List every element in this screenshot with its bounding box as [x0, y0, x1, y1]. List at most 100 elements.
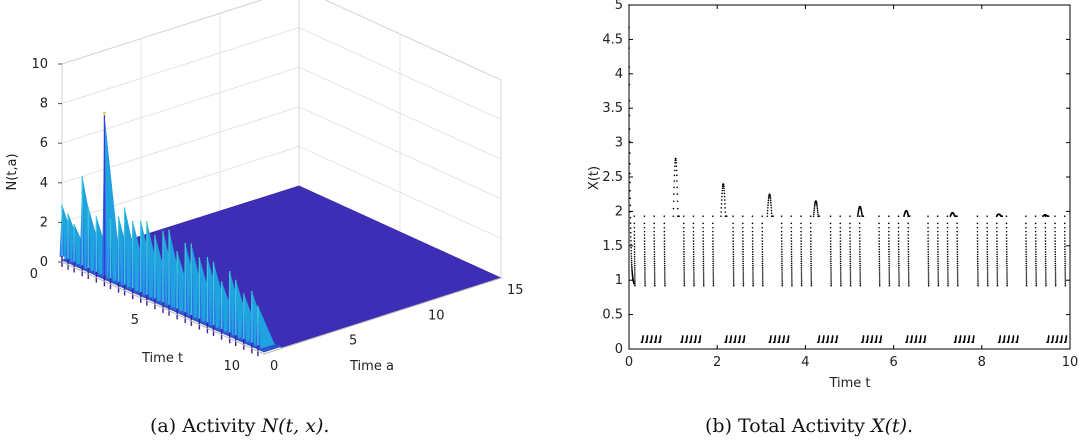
upper-branch-point: [996, 267, 999, 269]
upper-branch-point: [840, 279, 842, 281]
upper-branch-point: [761, 215, 763, 218]
upper-branch-point: [946, 240, 949, 242]
lower-branch-point: [1055, 341, 1057, 343]
upper-branch-point: [702, 267, 705, 269]
upper-branch-point: [732, 264, 735, 267]
upper-branch-point: [859, 267, 861, 269]
upper-branch-point: [887, 222, 890, 225]
decay-point: [629, 181, 631, 184]
decay-point: [628, 26, 630, 29]
upper-branch-point: [1064, 264, 1066, 267]
upper-branch-point: [791, 283, 793, 285]
lower-branch-point: [909, 341, 912, 343]
upper-branch-point: [878, 260, 881, 263]
lower-branch-point: [831, 335, 834, 337]
upper-branch-point: [1044, 222, 1047, 225]
upper-branch-point: [1005, 222, 1008, 225]
upper-branch-point: [800, 243, 802, 245]
upper-branch-point: [1025, 243, 1027, 245]
upper-branch-point: [839, 234, 842, 236]
upper-branch-point: [781, 283, 784, 285]
upper-branch-point: [849, 240, 851, 242]
hump-point: [812, 215, 815, 218]
lower-branch-point: [924, 335, 927, 337]
hump-point: [672, 200, 675, 203]
upper-branch-point: [781, 253, 783, 256]
upper-branch-point: [888, 240, 890, 242]
upper-branch-point: [653, 230, 656, 233]
upper-branch-point: [752, 279, 754, 281]
upper-branch-point: [937, 255, 939, 258]
upper-branch-point: [996, 222, 998, 225]
upper-branch-point: [702, 240, 705, 242]
hump-point: [816, 211, 819, 214]
upper-branch-point: [976, 260, 979, 263]
upper-branch-point: [692, 240, 695, 242]
upper-branch-point: [742, 279, 745, 281]
upper-branch-point: [692, 260, 695, 263]
upper-branch-point: [1064, 277, 1067, 279]
upper-branch-point: [956, 230, 958, 233]
upper-branch-point: [752, 258, 754, 260]
upper-branch-point: [888, 277, 891, 279]
upper-branch-point: [702, 222, 704, 225]
upper-branch-point: [1025, 248, 1027, 251]
upper-branch-point: [878, 234, 880, 236]
upper-branch-point: [839, 269, 842, 271]
upper-branch-point: [643, 260, 646, 263]
upper-branch-point: [849, 251, 851, 253]
upper-branch-point: [810, 277, 813, 279]
upper-branch-point: [830, 262, 832, 265]
upper-branch-point: [986, 273, 989, 275]
upper-branch-point: [751, 222, 754, 225]
upper-branch-point: [849, 245, 851, 248]
upper-branch-point: [1054, 258, 1057, 260]
upper-branch-point: [839, 251, 842, 253]
upper-branch-point: [643, 237, 646, 239]
upper-branch-point: [878, 243, 881, 245]
upper-branch-point: [683, 240, 685, 242]
lower-branch-point: [834, 341, 837, 343]
upper-branch-point: [937, 253, 939, 256]
upper-branch-point: [956, 255, 959, 258]
upper-branch-point: [996, 281, 999, 283]
upper-branch-point: [829, 230, 832, 233]
upper-branch-point: [761, 262, 764, 265]
a-tick-label: 10: [428, 308, 445, 323]
upper-branch-point: [927, 262, 930, 265]
upper-branch-point: [986, 253, 989, 256]
upper-branch-point: [898, 264, 900, 267]
upper-branch-point: [946, 226, 949, 229]
upper-branch-point: [633, 243, 636, 245]
upper-branch-point: [888, 275, 891, 277]
upper-branch-point: [809, 215, 812, 218]
upper-branch-point: [839, 243, 842, 245]
upper-branch-point: [996, 237, 998, 239]
upper-branch-point: [1035, 267, 1037, 269]
upper-branch-point: [937, 262, 939, 265]
lower-branch-point: [690, 335, 693, 337]
upper-branch-point: [858, 222, 861, 225]
upper-branch-point: [946, 258, 949, 260]
upper-branch-point: [937, 279, 940, 281]
upper-branch-point: [653, 253, 656, 256]
upper-branch-point: [907, 275, 910, 277]
upper-branch-point: [907, 240, 910, 242]
upper-branch-point: [741, 215, 744, 218]
upper-branch-point: [781, 275, 783, 277]
upper-branch-point: [849, 283, 852, 285]
upper-branch-point: [790, 222, 793, 225]
upper-branch-point: [781, 248, 783, 251]
upper-branch-point: [1005, 237, 1008, 239]
upper-branch-point: [1035, 279, 1037, 281]
upper-branch-point: [742, 234, 744, 236]
upper-branch-point: [878, 284, 881, 287]
upper-branch-point: [1063, 226, 1066, 229]
upper-branch-point: [927, 264, 930, 267]
upper-branch-point: [859, 281, 862, 283]
upper-branch-point: [732, 243, 735, 245]
upper-branch-point: [1006, 269, 1008, 271]
upper-branch-point: [898, 269, 900, 271]
upper-branch-point: [732, 226, 734, 229]
lower-branch-point: [818, 335, 821, 337]
